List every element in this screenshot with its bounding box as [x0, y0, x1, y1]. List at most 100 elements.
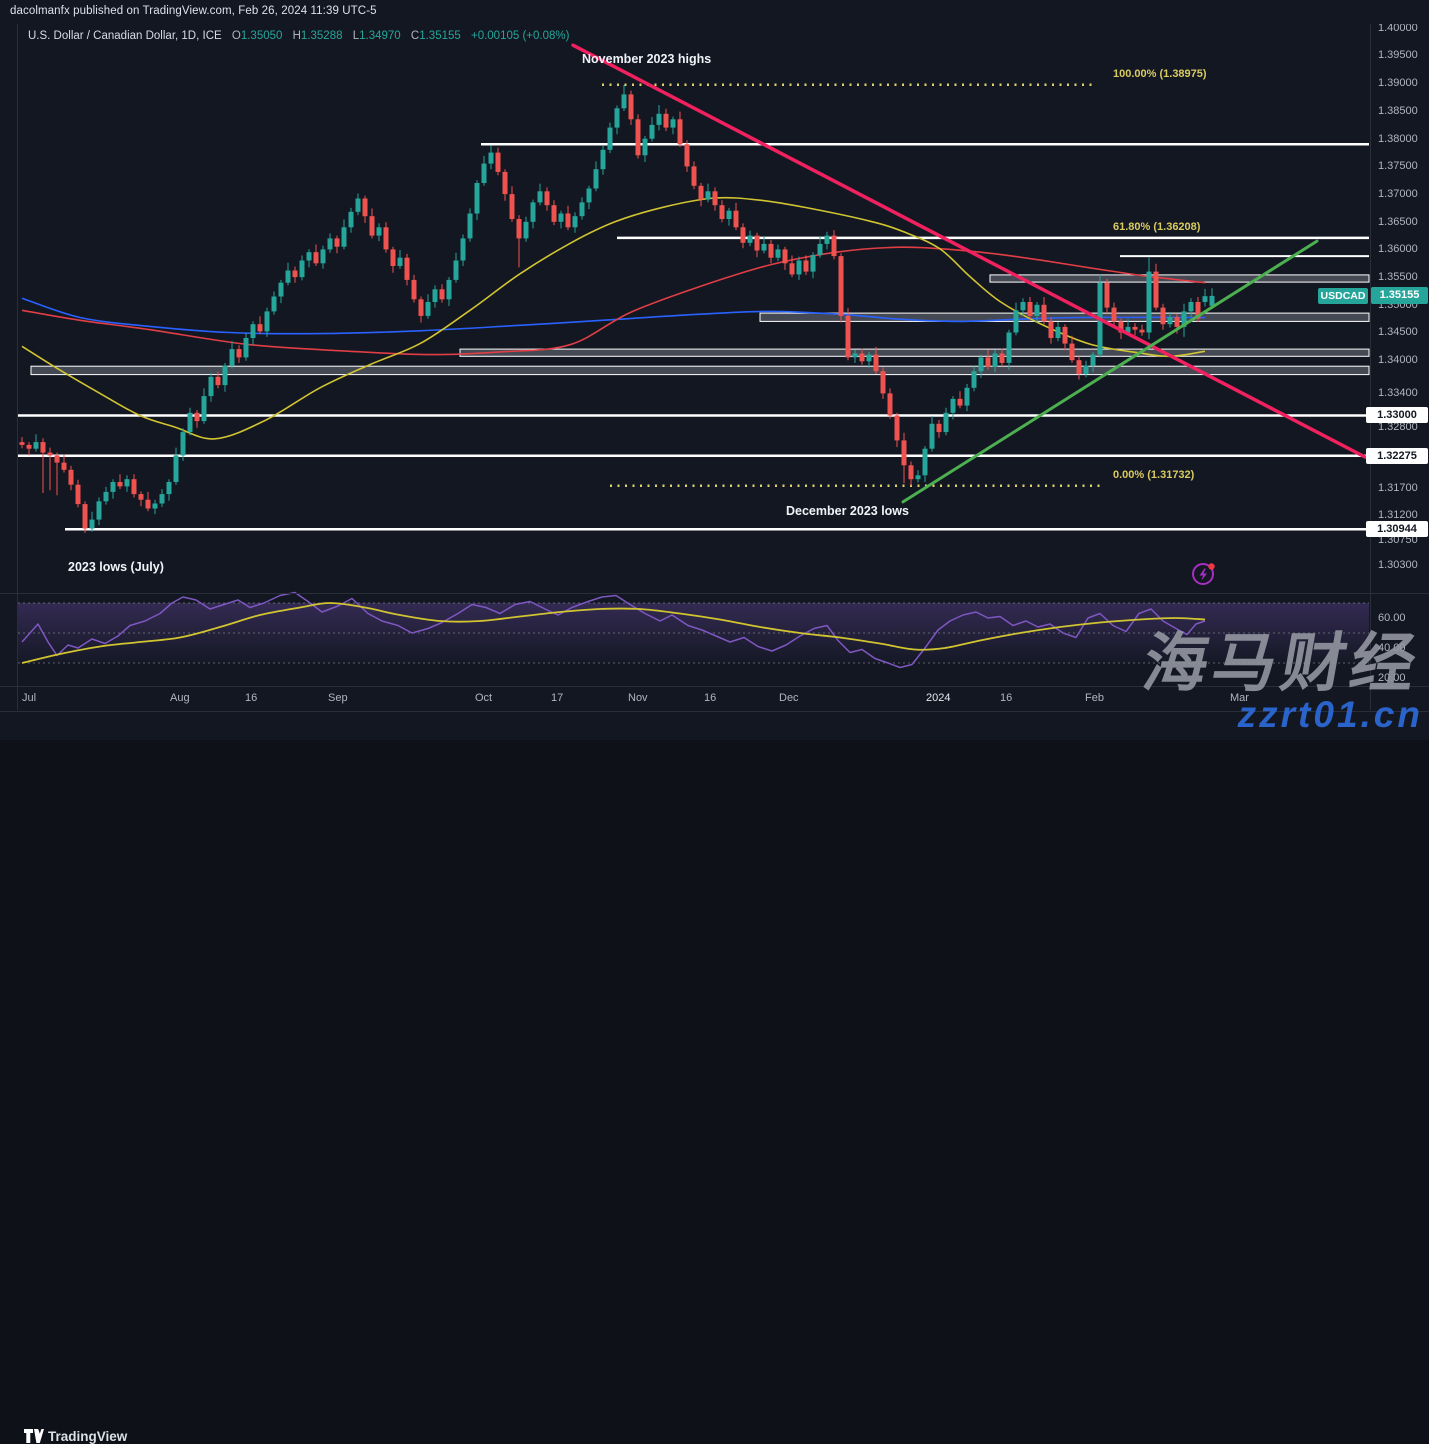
candle-97: [698, 185, 704, 200]
candle-114: [817, 243, 823, 255]
candle-125: [894, 415, 900, 441]
candle-157: [1118, 321, 1124, 333]
chart-legend[interactable]: U.S. Dollar / Canadian Dollar, 1D, ICE O…: [28, 30, 569, 42]
candle-147: [1048, 321, 1054, 338]
time-tick: Nov: [628, 692, 648, 704]
close-label: C: [410, 30, 420, 42]
last-price-badge: 1.35155: [1371, 287, 1428, 304]
candle-55: [404, 257, 410, 280]
candle-8: [75, 484, 81, 505]
flash-idea-icon[interactable]: [1190, 560, 1218, 588]
candle-80: [579, 202, 585, 217]
candle-63: [460, 238, 466, 261]
candle-14: [117, 482, 123, 487]
candle-65: [474, 183, 480, 214]
candle-78: [565, 213, 571, 228]
sr-zone-6[interactable]: [30, 365, 1370, 376]
candle-165: [1174, 317, 1180, 327]
candle-123: [880, 371, 886, 394]
candle-133: [950, 398, 956, 413]
change-value: +0.00105 (+0.08%): [470, 30, 570, 42]
time-axis[interactable]: Jul Aug 16 Sep Oct 17 Nov 16 Dec 2024 16 Feb Mar: [0, 687, 1429, 710]
candle-59: [432, 289, 438, 302]
rsi-ma-line: [21, 602, 1206, 664]
candle-135: [964, 387, 970, 406]
open-label: O: [231, 30, 241, 42]
candle-75: [544, 191, 550, 206]
price-tick: 1.31700: [1378, 482, 1418, 494]
open-value: 1.35050: [240, 30, 283, 42]
candle-109: [782, 249, 788, 264]
candle-140: [999, 353, 1005, 363]
candle-71: [516, 219, 522, 239]
candle-119: [852, 353, 858, 358]
candle-49: [362, 198, 368, 217]
candle-95: [684, 144, 690, 167]
price-tick: 1.39000: [1378, 77, 1418, 89]
candle-10: [89, 519, 95, 529]
candle-13: [110, 482, 116, 492]
time-tick: Oct: [475, 692, 493, 704]
candle-129: [922, 448, 928, 476]
candle-11: [96, 501, 102, 520]
candle-56: [411, 279, 417, 300]
candle-23: [180, 432, 186, 456]
candle-159: [1132, 326, 1138, 330]
rsi-axis[interactable]: 60.00 40.00 20.00: [1371, 594, 1429, 686]
candle-81: [586, 188, 592, 203]
candle-26: [201, 396, 207, 422]
candle-149: [1062, 326, 1068, 344]
candle-130: [929, 423, 935, 449]
candle-168: [1195, 302, 1201, 319]
candle-102: [733, 210, 739, 228]
price-tick: 1.32800: [1378, 421, 1418, 433]
candle-153: [1090, 354, 1096, 366]
candle-62: [453, 260, 459, 280]
sr-zone-3[interactable]: [989, 274, 1370, 283]
candle-79: [572, 216, 578, 228]
candle-106: [761, 243, 767, 251]
candle-42: [313, 252, 319, 264]
candle-5: [54, 455, 60, 463]
candle-93: [670, 119, 676, 128]
candle-143: [1020, 302, 1026, 311]
candle-136: [971, 371, 977, 388]
trendline-ascending-support[interactable]: [901, 239, 1319, 504]
candle-4: [47, 452, 53, 456]
trendline-descending-resistance[interactable]: [571, 43, 1367, 459]
symbol-title[interactable]: U.S. Dollar / Canadian Dollar, 1D, ICE: [28, 30, 222, 42]
lightning-bolt-icon: [1199, 568, 1207, 581]
price-tick: 1.37500: [1378, 160, 1418, 172]
candle-67: [488, 152, 494, 164]
price-axis[interactable]: 1.40000 1.39500 1.39000 1.38500 1.38000 1.375…: [1371, 22, 1429, 710]
candle-91: [656, 113, 662, 125]
candle-3: [40, 442, 46, 453]
tradingview-logo-icon[interactable]: [24, 1429, 44, 1444]
candle-92: [663, 113, 669, 128]
candle-85: [614, 108, 620, 128]
candle-137: [978, 357, 984, 372]
low-value: 1.34970: [359, 30, 401, 42]
notification-dot: [1208, 563, 1215, 570]
price-tick: 1.31200: [1378, 509, 1418, 521]
fib-label-0: 100.00% (1.38975): [1113, 67, 1207, 80]
candle-52: [383, 227, 389, 250]
candle-47: [348, 211, 354, 228]
tradingview-brand[interactable]: TradingView: [48, 1429, 128, 1444]
candle-164: [1167, 317, 1173, 325]
candle-19: [152, 503, 158, 509]
time-tick: 16: [1000, 692, 1013, 704]
candle-158: [1125, 326, 1131, 333]
chart-canvas[interactable]: [0, 0, 1429, 739]
candle-145: [1034, 304, 1040, 316]
candle-69: [502, 171, 508, 195]
candle-167: [1188, 302, 1194, 312]
candle-44: [327, 238, 333, 250]
candle-54: [397, 257, 403, 266]
candle-27: [208, 376, 214, 397]
candle-32: [243, 338, 249, 358]
candle-99: [712, 191, 718, 206]
sr-zone-5[interactable]: [459, 348, 1370, 357]
high-value: 1.35288: [300, 30, 343, 42]
candle-60: [439, 289, 445, 300]
